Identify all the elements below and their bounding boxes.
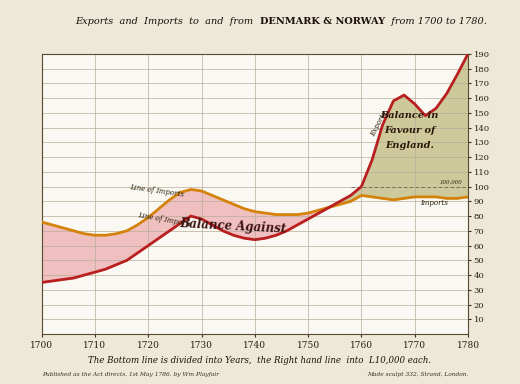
Text: Line of Imports: Line of Imports [129, 183, 185, 199]
Text: Imports: Imports [420, 199, 448, 207]
Text: Exports: Exports [369, 110, 389, 138]
Text: The Bottom line is divided into Years,  the Right hand line  into  L10,000 each.: The Bottom line is divided into Years, t… [88, 356, 432, 365]
Text: 100,000: 100,000 [440, 180, 463, 185]
Text: Published as the Act directs, 1st May 1786. by Wm Playfair: Published as the Act directs, 1st May 17… [42, 372, 218, 377]
Text: Made sculpt 332, Strand, London.: Made sculpt 332, Strand, London. [367, 372, 468, 377]
Text: from 1700 to 1780.: from 1700 to 1780. [385, 17, 487, 26]
Text: Balance Against: Balance Against [180, 217, 287, 236]
Text: Line of Imports: Line of Imports [138, 211, 193, 228]
Text: Balance in
Favour of
England.: Balance in Favour of England. [380, 111, 438, 150]
Text: DENMARK & NORWAY: DENMARK & NORWAY [260, 17, 385, 26]
Text: Exports  and  Imports  to  and  from: Exports and Imports to and from [75, 17, 260, 26]
